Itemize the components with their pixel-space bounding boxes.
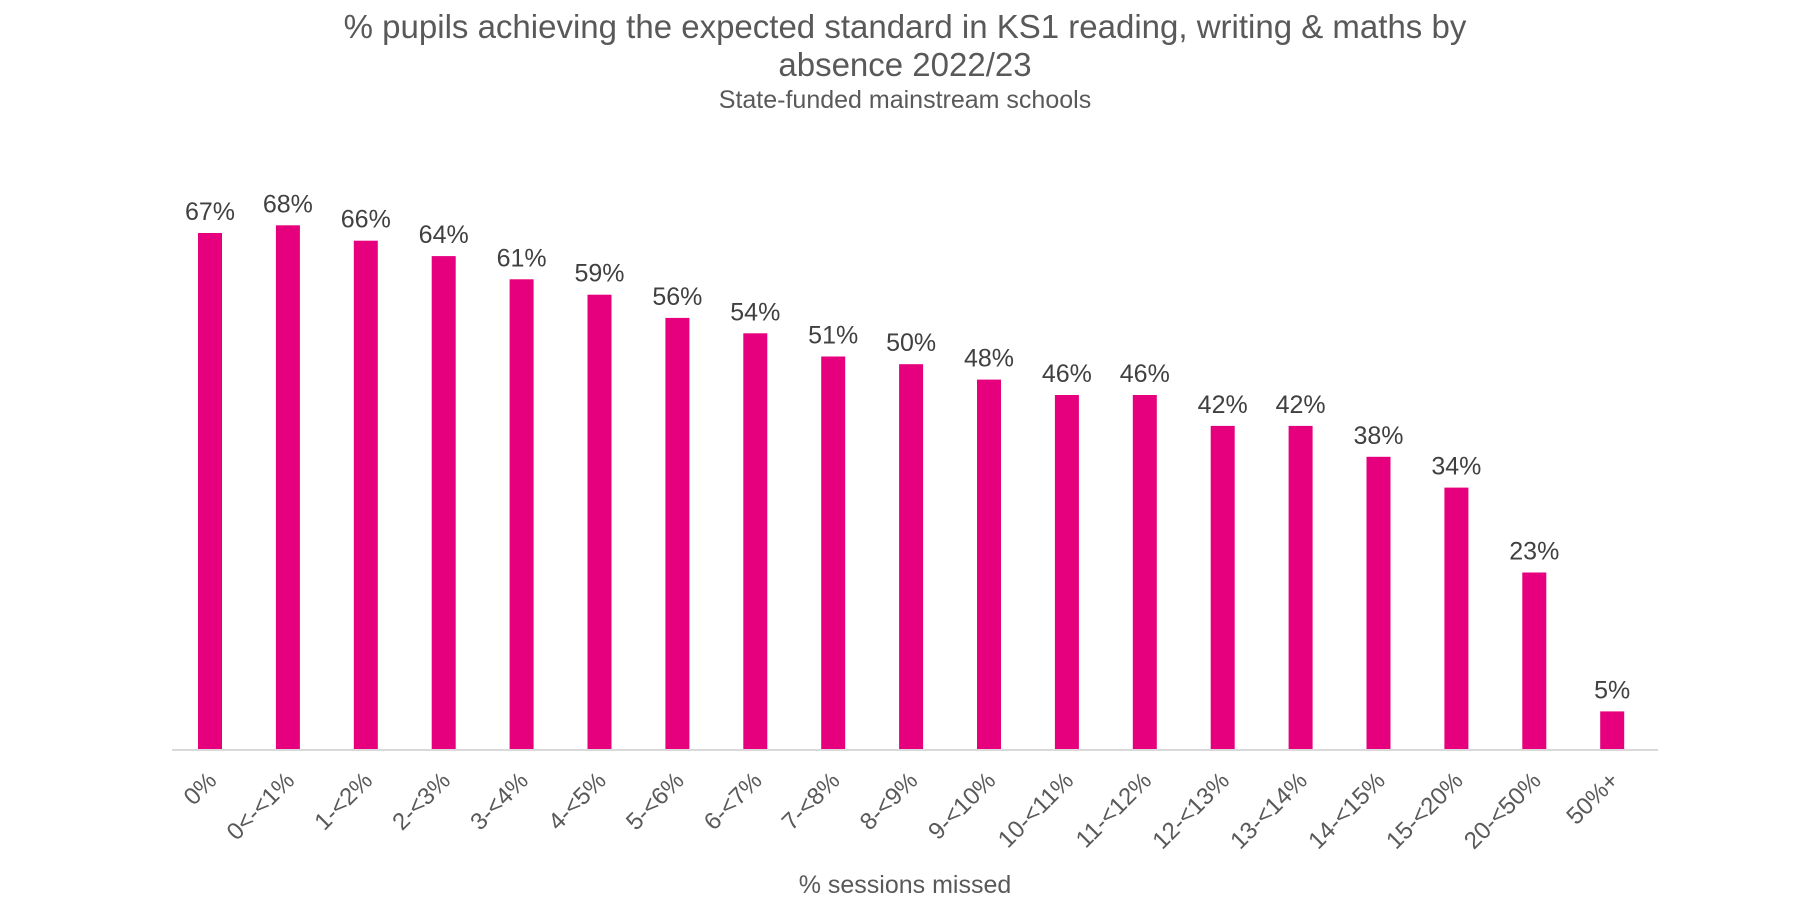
data-label-5: 59% [574, 260, 624, 288]
bar-3 [431, 256, 456, 750]
chart-title-line-1: % pupils achieving the expected standard… [344, 8, 1467, 45]
data-label-10: 48% [964, 345, 1014, 373]
data-label-1: 68% [263, 190, 313, 218]
bar-16 [1444, 487, 1469, 750]
x-tick-label-0: 0% [179, 767, 223, 811]
x-tick-label-18: 50%+ [1561, 767, 1624, 830]
x-tick-label-11: 10-<11% [993, 767, 1079, 853]
bar-15 [1366, 456, 1391, 750]
data-label-9: 50% [886, 329, 936, 357]
bar-17 [1522, 572, 1547, 750]
data-label-8: 51% [808, 322, 858, 350]
chart-title-line-2: absence 2022/23 [778, 46, 1031, 83]
data-label-12: 46% [1120, 360, 1170, 388]
bar-2 [353, 240, 378, 750]
bars-group [198, 225, 1625, 751]
x-tick-label-7: 6-<7% [699, 767, 768, 836]
bar-0 [198, 233, 222, 750]
x-tick-label-15: 14-<15% [1303, 767, 1391, 855]
bar-4 [509, 279, 534, 750]
data-label-18: 5% [1594, 676, 1630, 704]
x-tick-labels-group: 0% 0<-<1% 1-<2% 2-<3% 3-<4% 4-<5% 5-<6% 6-<7% 7-… [179, 767, 1625, 855]
bar-8 [821, 356, 846, 750]
bar-5 [587, 294, 612, 750]
x-tick-label-10: 9-<10% [923, 767, 1001, 845]
bar-12 [1132, 395, 1157, 750]
bar-7 [743, 333, 768, 750]
data-label-16: 34% [1431, 453, 1481, 481]
x-tick-label-9: 8-<9% [855, 767, 924, 836]
x-tick-label-6: 5-<6% [621, 767, 690, 836]
bar-13 [1210, 425, 1235, 750]
data-label-11: 46% [1042, 360, 1092, 388]
bar-10 [977, 379, 1001, 750]
bar-6 [665, 317, 690, 750]
chart-subtitle: State-funded mainstream schools [719, 86, 1091, 114]
bar-11 [1054, 395, 1079, 750]
data-label-4: 61% [497, 244, 547, 272]
x-tick-label-16: 15-<20% [1381, 767, 1469, 855]
x-tick-label-17: 20-<50% [1459, 767, 1547, 855]
x-tick-label-12: 11-<12% [1071, 767, 1157, 853]
x-tick-label-3: 2-<3% [387, 767, 456, 836]
data-label-15: 38% [1353, 422, 1403, 450]
x-tick-label-1: 0<-<1% [222, 767, 301, 846]
x-tick-label-5: 4-<5% [543, 767, 612, 836]
x-tick-label-8: 7-<8% [777, 767, 846, 836]
data-label-2: 66% [341, 206, 391, 234]
x-tick-label-13: 12-<13% [1147, 767, 1235, 855]
x-tick-label-4: 3-<4% [465, 767, 534, 836]
data-label-6: 56% [652, 283, 702, 311]
data-label-3: 64% [419, 221, 469, 249]
bar-1 [275, 225, 300, 751]
data-labels-group: 67% 68% 66% 64% 61% 59% 56% 54% 51% 50% 48% 46% 46% 4… [185, 190, 1630, 704]
data-label-17: 23% [1509, 538, 1559, 566]
bar-14 [1288, 425, 1313, 750]
bar-18 [1600, 711, 1625, 750]
data-label-0: 67% [185, 198, 235, 226]
x-tick-label-2: 1-<2% [309, 767, 378, 836]
x-axis-title: % sessions missed [799, 871, 1012, 899]
data-label-13: 42% [1198, 391, 1248, 419]
x-tick-label-14: 13-<14% [1225, 767, 1313, 855]
data-label-7: 54% [730, 298, 780, 326]
data-label-14: 42% [1276, 391, 1326, 419]
bar-9 [899, 364, 924, 750]
